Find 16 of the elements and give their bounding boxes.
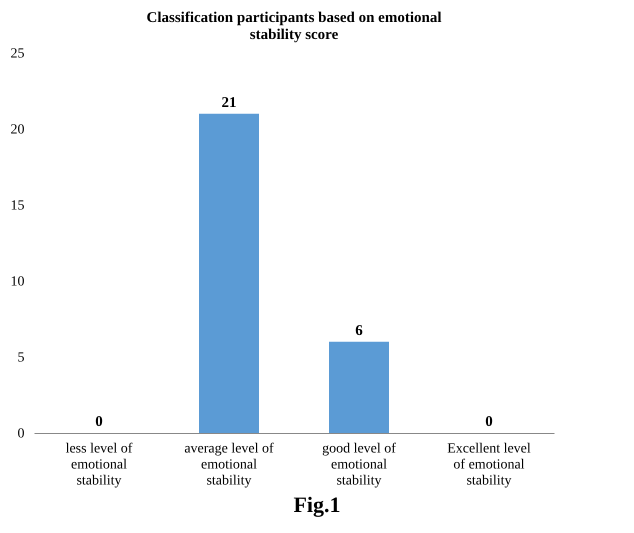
y-tick-label: 20 (10, 122, 24, 138)
y-tick-label: 10 (10, 274, 24, 290)
y-tick-label: 0 (18, 426, 24, 442)
y-tick-label: 25 (10, 46, 24, 62)
data-label: 0 (485, 414, 493, 430)
x-tick-label: less level of emotional stability (66, 442, 133, 488)
x-tick-label: Excellent level of emotional stability (447, 442, 531, 488)
caption: Fig.1 (292, 492, 342, 518)
data-label: 6 (355, 322, 364, 339)
data-label: 21 (222, 94, 236, 111)
x-tick-label: good level of emotional stability (322, 442, 396, 488)
y-tick-label: 5 (18, 350, 24, 366)
x-tick-label: average level of emotional stability (184, 442, 274, 488)
y-tick-label: 15 (10, 198, 24, 214)
chart-title: Classification participants based on emotional stability score (146, 10, 442, 43)
data-label: 0 (95, 414, 103, 430)
